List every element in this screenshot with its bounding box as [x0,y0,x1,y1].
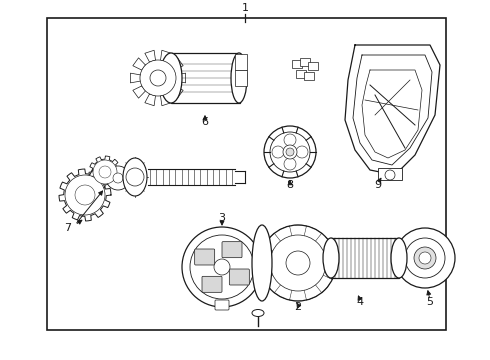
Circle shape [106,166,130,190]
Bar [300,58,310,66]
Circle shape [286,251,310,275]
Circle shape [286,148,294,156]
Bar [235,54,247,70]
Circle shape [140,60,176,96]
Circle shape [385,170,395,180]
Text: 6: 6 [201,117,209,127]
Bar [378,168,402,180]
Text: 9: 9 [374,180,382,190]
Circle shape [296,146,308,158]
Circle shape [270,132,310,172]
Circle shape [414,247,436,269]
Circle shape [75,185,95,205]
Circle shape [284,158,296,170]
Ellipse shape [231,53,247,103]
Circle shape [126,168,144,186]
Circle shape [99,166,111,178]
Circle shape [283,145,297,159]
Bar [47,18,446,330]
Circle shape [405,238,445,278]
Bar [308,62,318,70]
Circle shape [190,235,254,299]
Bar [171,53,240,103]
Circle shape [284,134,296,146]
Circle shape [65,175,105,215]
Circle shape [214,259,230,275]
Bar [304,72,314,80]
Ellipse shape [123,158,147,196]
Circle shape [93,160,117,184]
Ellipse shape [160,53,182,103]
Circle shape [419,252,431,264]
Ellipse shape [252,310,264,316]
Circle shape [113,173,123,183]
Text: 1: 1 [242,3,248,13]
FancyBboxPatch shape [222,242,242,258]
Text: 5: 5 [426,297,434,307]
Text: 4: 4 [356,297,364,307]
Circle shape [260,225,336,301]
Circle shape [182,227,262,307]
Circle shape [150,70,166,86]
Circle shape [272,146,284,158]
FancyBboxPatch shape [195,249,215,265]
Ellipse shape [252,225,272,301]
Bar [296,70,306,78]
Text: 7: 7 [65,223,72,233]
Bar [235,70,247,86]
Text: 8: 8 [287,180,294,190]
Ellipse shape [391,238,407,278]
Text: 3: 3 [219,213,225,223]
Circle shape [264,126,316,178]
Bar [331,238,399,278]
Bar [292,60,302,68]
FancyBboxPatch shape [202,276,222,292]
Circle shape [270,235,326,291]
FancyBboxPatch shape [215,300,229,310]
Ellipse shape [323,238,339,278]
Text: 2: 2 [294,302,301,312]
FancyBboxPatch shape [229,269,249,285]
Circle shape [395,228,455,288]
